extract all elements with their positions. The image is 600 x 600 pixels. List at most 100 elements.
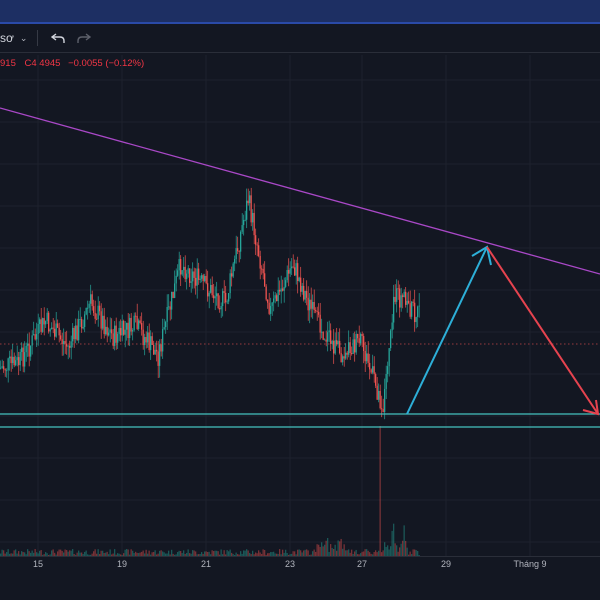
candle-body (378, 390, 380, 400)
candle-body (114, 325, 116, 346)
volume-bar (349, 552, 351, 556)
candle-body (279, 289, 281, 292)
undo-icon[interactable] (48, 28, 68, 48)
volume-bar (108, 554, 110, 556)
candle-body (405, 291, 407, 305)
volume-bar (277, 553, 279, 556)
candle-body (79, 319, 81, 320)
candle-body (42, 318, 44, 332)
volume-bar (334, 544, 336, 556)
volume-bar (393, 523, 395, 556)
candle-body (373, 366, 375, 375)
volume-bar (250, 554, 252, 556)
candle-body (355, 333, 357, 353)
volume-bar (3, 550, 5, 556)
interval-selector[interactable]: sơ ⌄ (0, 24, 27, 52)
volume-bar (381, 552, 383, 556)
volume-bar (382, 550, 384, 556)
candle-body (250, 195, 252, 223)
candle-body (82, 326, 84, 329)
volume-bar (208, 551, 210, 556)
candle-body (223, 291, 225, 293)
volume-bar (346, 550, 348, 556)
volume-bar (412, 549, 414, 556)
volume-bar (280, 554, 282, 556)
volume-bar (135, 551, 137, 556)
volume-bar (213, 551, 215, 556)
candle-body (136, 316, 138, 329)
candle-body (187, 268, 189, 274)
candle-body (198, 268, 200, 280)
redo-icon[interactable] (74, 28, 94, 48)
candle-body (163, 327, 165, 330)
candle-body (100, 311, 102, 329)
volume-bar (253, 554, 255, 556)
volume-bar (52, 549, 54, 556)
candle-body (147, 332, 149, 343)
volume-bar (184, 553, 186, 556)
volume-bar (414, 549, 416, 556)
candlesticks (0, 187, 420, 420)
candle-body (222, 291, 224, 307)
candle-body (363, 336, 365, 351)
volume-bar (87, 554, 89, 556)
volume-bar (294, 551, 296, 556)
volume-bar (198, 554, 200, 556)
candle-body (240, 231, 242, 252)
candle-body (414, 302, 416, 323)
volume-bar (177, 552, 179, 556)
volume-bar (37, 553, 39, 556)
candle-body (69, 345, 71, 348)
volume-bar (360, 553, 362, 556)
candle-body (387, 366, 389, 375)
candle-body (145, 337, 147, 343)
candle-body (261, 268, 263, 270)
candle-body (144, 337, 146, 346)
volume-bar (310, 554, 312, 556)
volume-bar (6, 552, 8, 556)
candle-body (112, 333, 114, 346)
volume-bar (211, 550, 213, 556)
volume-bar (78, 550, 80, 556)
candle-body (27, 343, 29, 346)
volume-bar (247, 550, 249, 556)
candle-body (129, 317, 131, 339)
volume-bar (348, 549, 350, 556)
volume-bar (124, 549, 126, 556)
candle-body (295, 263, 297, 276)
volume-bar (90, 554, 92, 556)
volume-bar (118, 553, 120, 556)
volume-bar (372, 554, 374, 556)
candle-body (21, 347, 23, 352)
volume-bar (339, 541, 341, 556)
volume-bar (34, 549, 36, 556)
candle-body (408, 300, 410, 304)
candle-body (264, 273, 266, 287)
time-axis[interactable]: 15 19 21 23 27 29 Tháng 9 (0, 556, 600, 600)
candle-body (22, 347, 24, 367)
candle-body (196, 268, 198, 286)
volume-bar (324, 544, 326, 556)
volume-bar (358, 554, 360, 556)
candle-body (247, 200, 249, 204)
volume-bar (363, 551, 365, 556)
volume-bar (43, 554, 45, 556)
candle-body (393, 296, 395, 323)
close-value: 4.4945 (31, 58, 61, 69)
candle-body (78, 319, 80, 341)
volume-bar (81, 552, 83, 556)
volume-bar (397, 551, 399, 556)
volume-bar (25, 554, 27, 556)
volume-bar (67, 551, 69, 556)
candle-body (268, 302, 270, 314)
volume-bar (138, 553, 140, 556)
candle-body (141, 323, 143, 330)
volume-bar (297, 549, 299, 556)
volume-bar (127, 549, 129, 556)
volume-bar (16, 553, 18, 556)
candle-body (252, 212, 254, 223)
volume-bar (403, 525, 405, 556)
candle-body (99, 305, 101, 312)
